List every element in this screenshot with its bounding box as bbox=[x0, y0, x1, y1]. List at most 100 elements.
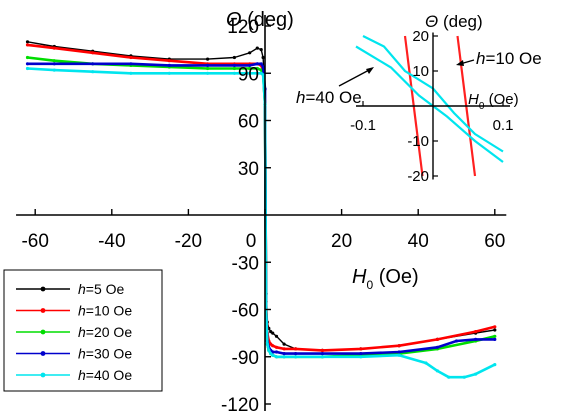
annotation-h40-text: =40 Oe bbox=[305, 88, 361, 107]
data-point bbox=[232, 55, 236, 60]
x-axis-unit: (Oe) bbox=[373, 266, 419, 288]
data-point bbox=[91, 70, 95, 74]
legend-label: h=5 Oe bbox=[78, 281, 125, 297]
legend-label: h=40 Oe bbox=[78, 367, 132, 383]
inset-y-tick-label: -20 bbox=[407, 168, 429, 185]
legend-label-text: =30 Oe bbox=[86, 346, 133, 362]
legend-items: h=5 Oeh=10 Oeh=20 Oeh=30 Oeh=40 Oe bbox=[16, 281, 132, 383]
data-point bbox=[206, 66, 210, 71]
data-point bbox=[248, 51, 252, 55]
legend-label-variable: h bbox=[78, 367, 86, 383]
x-axis-title: H0 (Oe) bbox=[352, 266, 419, 292]
legend-box bbox=[3, 269, 163, 392]
data-point bbox=[474, 330, 478, 334]
data-point bbox=[129, 55, 133, 60]
data-point bbox=[167, 71, 171, 75]
legend-label-text: =10 Oe bbox=[86, 303, 133, 319]
data-point bbox=[91, 51, 95, 55]
legend-swatch-marker bbox=[40, 329, 46, 335]
data-point bbox=[282, 347, 286, 351]
data-point bbox=[271, 331, 275, 335]
data-point bbox=[261, 73, 265, 77]
data-point bbox=[320, 348, 324, 352]
data-point bbox=[232, 63, 236, 67]
y-tick-label: -30 bbox=[232, 253, 259, 274]
x-tick-label: 0 bbox=[246, 231, 257, 252]
y-tick-label: 90 bbox=[238, 64, 259, 85]
inset-y-tick-label: 10 bbox=[412, 63, 429, 80]
inset-y-axis-variable: Θ bbox=[425, 12, 438, 31]
data-point bbox=[255, 71, 259, 75]
data-point bbox=[493, 328, 497, 332]
data-point bbox=[25, 55, 30, 60]
data-point bbox=[206, 63, 210, 67]
x-tick-label: 20 bbox=[331, 231, 352, 252]
legend-label-variable: h bbox=[78, 346, 86, 362]
legend-entry: h=10 Oe bbox=[16, 303, 132, 319]
annotation-h10-variable: h bbox=[476, 49, 485, 68]
legend: h=5 Oeh=10 Oeh=20 Oeh=30 Oeh=40 Oe bbox=[3, 269, 163, 392]
data-point bbox=[261, 65, 265, 69]
data-point bbox=[493, 363, 497, 367]
legend-swatch-marker bbox=[40, 372, 46, 378]
data-point bbox=[52, 46, 56, 50]
data-point bbox=[248, 66, 252, 71]
data-point bbox=[493, 337, 497, 341]
data-point bbox=[232, 66, 236, 71]
x-tick-label: 40 bbox=[408, 231, 429, 252]
data-point bbox=[25, 43, 30, 47]
legend-label: h=30 Oe bbox=[78, 346, 132, 362]
x-tick-label: 60 bbox=[484, 231, 505, 252]
inset-x-axis-title: H0 (Oe) bbox=[468, 91, 519, 112]
data-point bbox=[25, 66, 30, 71]
data-point bbox=[52, 68, 56, 72]
tick-layer: -60 -40 -20 0 20 40 60 -120 -90 -60 -30 30 60 90 120 bbox=[21, 17, 505, 411]
annotation-h40-arrow bbox=[338, 67, 374, 87]
annotation-h10-arrow bbox=[456, 59, 475, 66]
x-tick-label: -60 bbox=[21, 231, 48, 252]
annotation-h10-text: =10 Oe bbox=[485, 49, 541, 68]
annotation-h40-variable: h bbox=[296, 88, 305, 107]
data-point bbox=[493, 334, 497, 338]
data-point bbox=[271, 353, 275, 357]
data-point bbox=[248, 71, 252, 75]
inset-x-axis-unit: (Oe) bbox=[484, 91, 518, 108]
legend-swatch-marker bbox=[40, 308, 46, 313]
x-axis-subscript: 0 bbox=[366, 278, 373, 292]
y-tick-label: 30 bbox=[238, 159, 259, 180]
data-point bbox=[282, 352, 286, 356]
data-point bbox=[271, 344, 275, 348]
data-point bbox=[167, 63, 171, 67]
data-point bbox=[474, 337, 478, 341]
data-point bbox=[167, 59, 171, 63]
legend-label-variable: h bbox=[78, 281, 86, 297]
data-point bbox=[248, 63, 252, 67]
legend-swatch-marker bbox=[40, 286, 46, 292]
legend-label-variable: h bbox=[78, 324, 86, 340]
data-point bbox=[232, 71, 236, 75]
legend-entry: h=30 Oe bbox=[16, 346, 132, 362]
data-point bbox=[265, 342, 269, 346]
data-point bbox=[435, 337, 439, 341]
annotation-h40: h=40 Oe bbox=[296, 88, 362, 107]
data-point bbox=[397, 353, 401, 357]
inset-x-tick-label: -0.1 bbox=[350, 117, 376, 134]
data-point bbox=[255, 66, 259, 71]
inset-chart: -0.1 0.1 -20 -10 10 20 bbox=[350, 28, 513, 185]
data-point bbox=[259, 48, 263, 52]
legend-entry: h=5 Oe bbox=[16, 281, 125, 297]
data-point bbox=[261, 55, 265, 60]
series-layer bbox=[25, 40, 497, 379]
data-point bbox=[359, 352, 363, 356]
legend-label-text: =40 Oe bbox=[86, 367, 133, 383]
data-point bbox=[267, 348, 271, 352]
data-point bbox=[294, 347, 298, 351]
x-axis-variable: H bbox=[352, 266, 367, 288]
legend-label-text: =5 Oe bbox=[86, 281, 125, 297]
y-axis-variable: Θ bbox=[226, 9, 242, 31]
data-point bbox=[493, 325, 497, 329]
y-tick-label: 60 bbox=[238, 112, 259, 133]
data-point bbox=[255, 46, 259, 50]
